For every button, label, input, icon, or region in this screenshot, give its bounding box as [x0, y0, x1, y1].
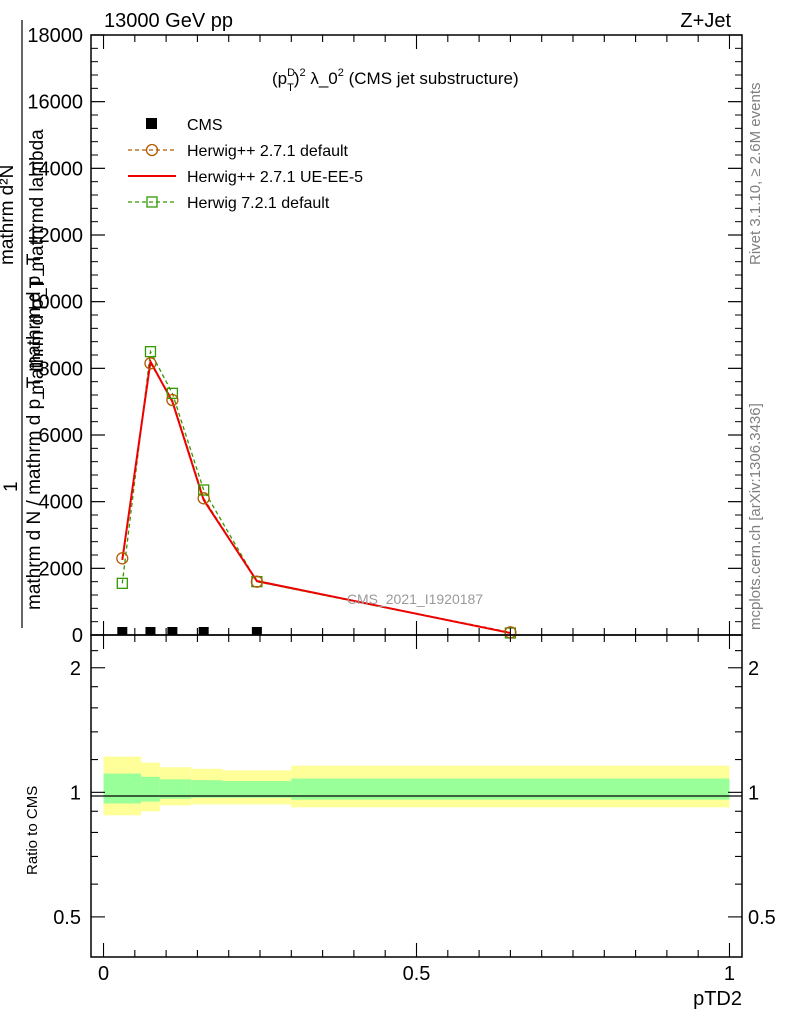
xtick-label: 1 [724, 963, 735, 985]
ratio-band-green [291, 778, 730, 800]
herwigpp-default-point [250, 575, 264, 588]
plot-title: (pD T)2 λ_02 (CMS jet substructure) [272, 67, 519, 94]
herwigpp-default-point [166, 393, 179, 407]
herwig7-default-point [198, 484, 210, 496]
herwigpp-default-point [116, 552, 129, 565]
main-ytick-label: 6000 [39, 425, 84, 447]
herwigpp-default-point [197, 492, 210, 505]
main-ytick-label: 10000 [27, 292, 83, 314]
herwig7-default-point [144, 346, 157, 358]
main-ytick-label: 8000 [39, 358, 84, 380]
ratio-band-green [103, 773, 142, 804]
cms-data-point [198, 627, 209, 635]
legend-herwigpp-default-marker [145, 143, 159, 157]
legend-herwig7-default-label: Herwig 7.2.1 default [187, 195, 330, 212]
main-ytick-label: 16000 [27, 92, 83, 114]
y-label-inner-denominator: mathrm d p_T mathrmd lambda [27, 129, 48, 395]
cms-data-point [251, 627, 262, 635]
herwig7-default-point [166, 387, 179, 399]
cms-data-point [145, 627, 156, 635]
herwig7-default-line [121, 349, 511, 634]
header-left: 13000 GeV pp [104, 10, 233, 32]
legend-entry-cms: CMS [146, 117, 223, 134]
ratio-band-green [191, 780, 223, 798]
legend-entry-herwigpp-default: Herwig++ 2.7.1 default [128, 143, 349, 160]
ratio-ytick-label-left: 1 [70, 782, 81, 804]
y-label-inner-numerator: mathrm d²N [0, 165, 18, 265]
ratio-ytick-label-right: 0.5 [748, 907, 776, 929]
ratio-bands [103, 756, 730, 816]
ratio-y-axis-label: Ratio to CMS [24, 786, 41, 875]
legend: CMS Herwig++ 2.7.1 default Herwig++ 2.7.… [128, 117, 363, 212]
legend-entry-herwigpp-ueee5: Herwig++ 2.7.1 UE-EE-5 [128, 169, 363, 186]
main-y-axis-label: mathrm d N / mathrm d p_T mathrm d p_T 1… [0, 20, 48, 628]
y-label-denominator: mathrm d N / mathrm d p_T mathrm d p_T [24, 253, 45, 610]
main-ytick-label: 18000 [27, 25, 83, 47]
y-label-one: 1 [1, 481, 22, 492]
legend-cms-label: CMS [187, 117, 223, 134]
herwigpp-ueee5-line [121, 358, 511, 634]
legend-herwig7-default-marker [146, 196, 158, 208]
legend-herwigpp-default-label: Herwig++ 2.7.1 default [187, 143, 349, 160]
ratio-band-green [159, 779, 192, 799]
main-ytick-label: 4000 [39, 492, 84, 514]
ratio-axis-ticks: 0.5 0.5 1 1 2 2 [53, 650, 776, 929]
main-axis-ticks: 0 2000 4000 6000 8000 10000 12000 14000 16000 180… [27, 25, 742, 647]
ratio-ytick-label-left: 2 [70, 658, 81, 680]
cms-data-point [167, 627, 178, 635]
x-axis-label: pTD2 [693, 988, 742, 1010]
xtick-label: 0 [98, 963, 109, 985]
main-ytick-label: 14000 [27, 158, 83, 180]
legend-herwigpp-ueee5-label: Herwig++ 2.7.1 UE-EE-5 [187, 169, 363, 186]
ratio-ytick-label-right: 1 [748, 782, 759, 804]
xtick-label: 0.5 [403, 963, 431, 985]
legend-entry-herwig7-default: Herwig 7.2.1 default [128, 195, 330, 212]
herwig7-default-point [116, 577, 128, 589]
herwigpp-default-point [144, 357, 157, 370]
cms-data-point [117, 627, 128, 635]
mcplots-label: mcplots.cern.ch [arXiv:1306.3436] [747, 403, 764, 630]
x-axis-ticks: 0 0.5 1 [98, 35, 735, 985]
main-ytick-label: 2000 [39, 558, 84, 580]
ratio-ytick-label-left: 0.5 [53, 907, 81, 929]
main-ytick-label: 0 [72, 625, 83, 647]
analysis-watermark: CMS_2021_I1920187 [347, 591, 483, 607]
main-series [116, 346, 517, 639]
main-ytick-label: 12000 [27, 225, 83, 247]
rivet-label: Rivet 3.1.10, ≥ 2.6M events [747, 83, 764, 266]
legend-cms-marker [146, 118, 157, 129]
ratio-band-green [222, 781, 292, 798]
ratio-ytick-label-right: 2 [748, 658, 759, 680]
header-right: Z+Jet [680, 10, 731, 32]
ratio-band-green [141, 776, 160, 802]
